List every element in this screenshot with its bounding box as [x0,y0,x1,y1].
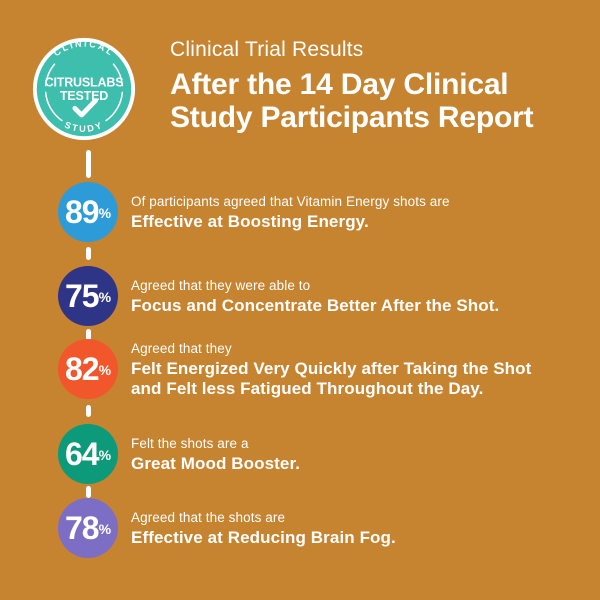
stat-row-focus-concentrate: 75% Agreed that they were able to Focus … [58,266,499,326]
citruslabs-tested-badge: CLINICAL STUDY CITRUSLABS TESTED [32,37,136,141]
stat-claim-text: Great Mood Booster. [131,453,301,473]
stat-lead-text: Agreed that the shots are [131,509,286,525]
stat-percent-sign: % [98,362,112,378]
connector-dash [85,405,91,417]
badge-title-line1: CITRUSLABS [45,76,124,90]
connector-dash [85,329,91,341]
stat-claim-text: Focus and Concentrate Better After the S… [131,295,500,315]
connector-dash [85,150,91,178]
stat-value: 78 [64,510,100,546]
stat-text: Agreed that the shots are Effective at R… [131,509,396,548]
stat-value: 89 [64,194,100,230]
stat-text: Agreed that they Felt Energized Very Qui… [131,340,531,399]
stat-lead-text: Agreed that they [131,340,232,356]
stat-claim-text: Felt Energized Very Quickly after Taking… [131,358,532,398]
header: Clinical Trial Results After the 14 Day … [170,37,534,134]
connector-dash [85,247,91,260]
stat-row-energized-quickly: 82% Agreed that they Felt Energized Very… [58,339,531,399]
connector-dash [85,486,91,498]
stat-lead-text: Felt the shots are a [131,435,249,451]
stat-circle: 78% [58,498,118,558]
stat-claim-text: Effective at Reducing Brain Fog. [131,527,396,547]
stat-percent-sign: % [98,289,112,305]
stat-claim-text: Effective at Boosting Energy. [131,211,369,231]
stat-text: Agreed that they were able to Focus and … [131,277,499,316]
stat-circle: 64% [58,424,118,484]
stat-percent-sign: % [98,521,112,537]
stat-value: 75 [64,278,100,314]
badge-circle [32,37,136,141]
stat-row-brain-fog: 78% Agreed that the shots are Effective … [58,498,396,558]
badge-title-line2: TESTED [60,89,108,103]
stat-percent-sign: % [98,205,112,221]
stat-text: Of participants agreed that Vitamin Ener… [131,193,450,232]
stat-text: Felt the shots are a Great Mood Booster. [131,435,300,474]
stat-percent-sign: % [98,447,112,463]
stat-row-mood-booster: 64% Felt the shots are a Great Mood Boos… [58,424,300,484]
stat-row-boosting-energy: 89% Of participants agreed that Vitamin … [58,182,450,242]
stat-lead-text: Agreed that they were able to [131,277,311,293]
badge-inner-ring [44,63,124,122]
stat-value: 64 [64,436,100,472]
header-eyebrow: Clinical Trial Results [170,38,364,61]
stat-circle: 75% [58,266,118,326]
stat-lead-text: Of participants agreed that Vitamin Ener… [131,193,450,209]
stat-value: 82 [64,351,100,387]
badge-arc-text-bottom: STUDY [63,120,105,134]
stat-circle: 82% [58,339,118,399]
checkmark-icon [72,98,98,118]
stat-circle: 89% [58,182,118,242]
page-title: After the 14 Day Clinical Study Particip… [170,68,534,134]
